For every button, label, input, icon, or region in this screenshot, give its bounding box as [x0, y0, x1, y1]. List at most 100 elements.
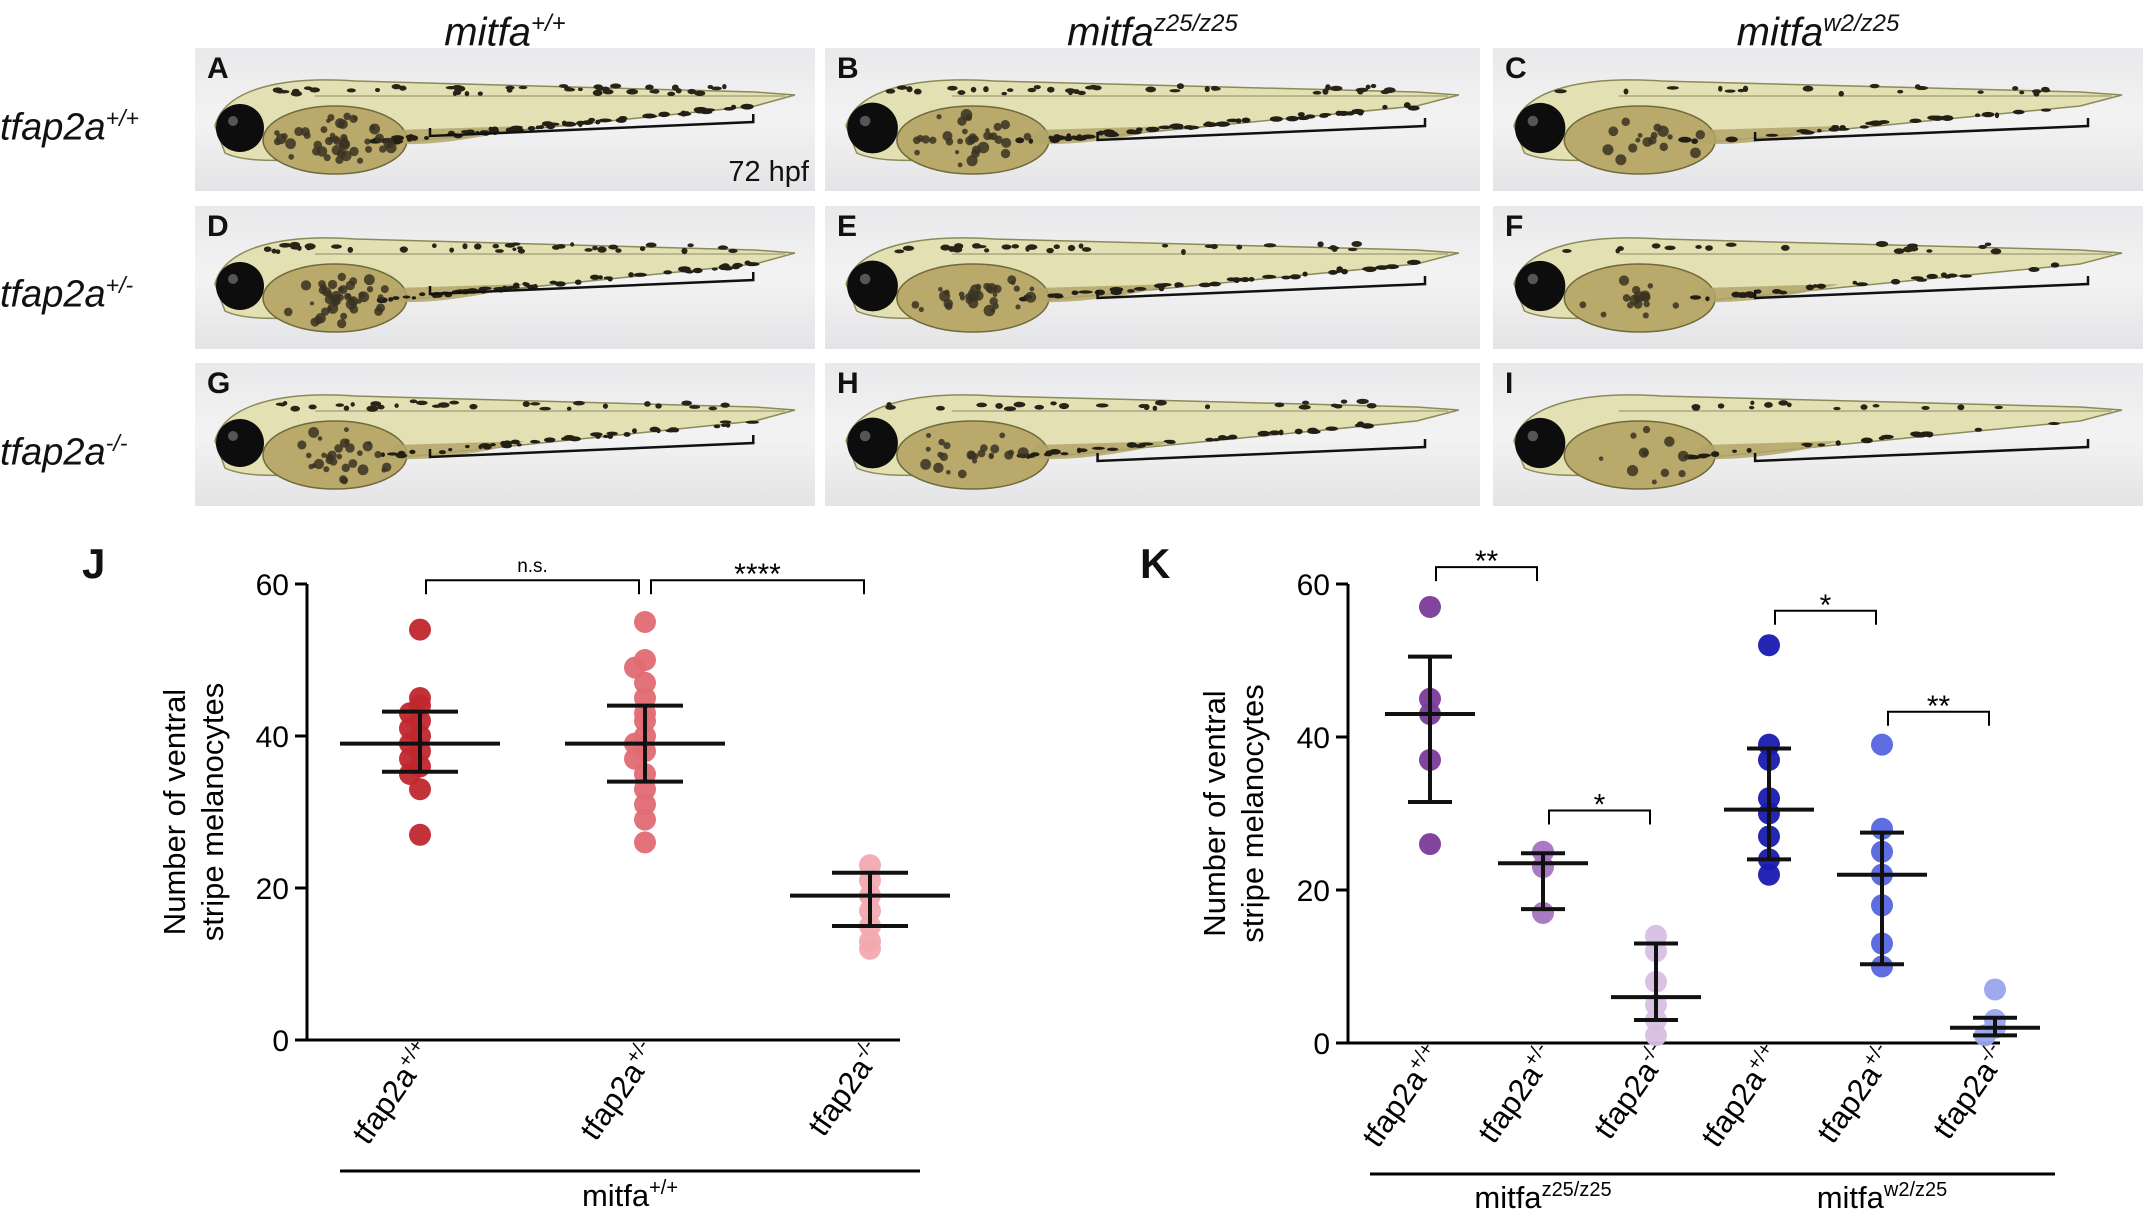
dorsal-melanocyte: [1994, 405, 2003, 410]
yolk-melanocyte: [336, 148, 347, 159]
dorsal-melanocyte: [1317, 241, 1324, 248]
yolk-melanocyte: [946, 470, 951, 475]
dorsal-melanocyte: [1013, 401, 1026, 408]
data-point: [1758, 634, 1780, 657]
ventral-melanocyte: [1817, 443, 1826, 447]
ventral-melanocyte: [1217, 434, 1227, 441]
dorsal-melanocyte: [290, 405, 300, 412]
dorsal-melanocyte: [1078, 243, 1084, 249]
ventral-melanocyte: [1158, 285, 1165, 292]
dorsal-melanocyte: [1204, 244, 1215, 248]
dorsal-melanocyte: [610, 83, 622, 89]
ventral-melanocyte: [1385, 264, 1399, 270]
embryo-panel-i: I: [1493, 363, 2143, 506]
column-header-mitfa-wt: mitfa+/+: [195, 0, 815, 54]
yolk-melanocyte: [343, 427, 349, 433]
dorsal-melanocyte: [1143, 403, 1150, 411]
dorsal-melanocyte: [1978, 244, 1987, 249]
significance-label: *: [1820, 589, 1832, 622]
yolk-melanocyte: [273, 137, 282, 146]
ventral-stripe-bracket: [1753, 118, 2090, 142]
yolk-melanocyte: [1598, 456, 1604, 461]
ventral-melanocyte: [1302, 271, 1308, 277]
dorsal-melanocyte: [655, 403, 662, 409]
yolk-melanocyte: [983, 304, 996, 317]
yolk-melanocyte: [983, 282, 991, 290]
ventral-melanocyte: [1974, 427, 1983, 432]
dorsal-melanocyte: [1181, 248, 1186, 255]
ventral-melanocyte: [419, 292, 426, 297]
ventral-melanocyte: [1959, 274, 1972, 278]
ventral-melanocyte: [633, 272, 647, 277]
ventral-melanocyte: [746, 262, 757, 267]
ventral-melanocyte: [388, 297, 394, 302]
ventral-melanocyte: [1106, 447, 1119, 451]
dorsal-melanocyte: [1908, 246, 1919, 252]
ventral-melanocyte: [1235, 118, 1242, 124]
ventral-melanocyte: [1678, 136, 1692, 143]
dorsal-melanocyte: [1047, 86, 1055, 93]
ventral-melanocyte: [658, 111, 670, 118]
ventral-stripe-bracket: [428, 114, 755, 138]
yolk-melanocyte: [942, 130, 953, 142]
dorsal-melanocyte: [2019, 90, 2025, 95]
yolk-melanocyte: [1013, 285, 1020, 292]
data-point: [634, 611, 656, 633]
eye: [216, 262, 264, 310]
ventral-melanocyte: [1736, 292, 1750, 299]
ventral-melanocyte: [1226, 277, 1236, 282]
yolk-melanocyte: [281, 132, 288, 140]
dorsal-melanocyte: [271, 248, 277, 254]
ventral-melanocyte: [1941, 115, 1954, 121]
dorsal-melanocyte: [1331, 245, 1338, 252]
ventral-stripe-bracket: [428, 435, 755, 459]
yolk-melanocyte: [300, 280, 312, 291]
dorsal-melanocyte: [1705, 245, 1713, 251]
column-header-mitfa-z25: mitfaz25/z25: [825, 0, 1480, 54]
ventral-melanocyte: [1198, 282, 1212, 288]
ventral-melanocyte: [1687, 454, 1701, 460]
significance-label: n.s.: [517, 556, 548, 577]
data-point: [859, 937, 881, 960]
ventral-melanocyte: [692, 267, 703, 274]
ventral-melanocyte: [1269, 116, 1283, 122]
ventral-stripe-bracket: [1753, 439, 2090, 463]
category-label: tfap2a+/+: [1354, 1038, 1450, 1153]
ventral-melanocyte: [423, 136, 429, 140]
dorsal-melanocyte: [1615, 248, 1621, 254]
yolk-melanocyte: [321, 452, 327, 458]
data-point: [409, 778, 431, 801]
group-label-sup: w2/z25: [1883, 1179, 1947, 1201]
yolk-melanocyte: [957, 162, 963, 168]
yolk-melanocyte: [364, 138, 371, 145]
eye-highlight: [1527, 115, 1539, 127]
ventral-melanocyte: [713, 424, 721, 429]
eye-highlight: [228, 431, 238, 441]
dorsal-melanocyte: [1370, 83, 1377, 89]
y-tick-label: 0: [1313, 1028, 1330, 1061]
dorsal-melanocyte: [970, 86, 977, 93]
ventral-melanocyte: [1801, 442, 1813, 447]
yolk-melanocyte: [323, 154, 331, 162]
yolk-melanocyte: [965, 293, 972, 300]
data-point: [1645, 1024, 1667, 1047]
dorsal-melanocyte: [279, 243, 291, 248]
ventral-melanocyte: [1407, 105, 1420, 111]
dorsal-melanocyte: [1095, 403, 1109, 408]
dorsal-melanocyte: [1921, 405, 1930, 410]
ventral-melanocyte: [1772, 289, 1782, 294]
yolk-melanocyte: [969, 294, 976, 301]
yolk-melanocyte: [341, 463, 350, 473]
ventral-melanocyte: [448, 447, 453, 452]
yolk-melanocyte: [1660, 468, 1670, 478]
dorsal-melanocyte: [728, 248, 738, 254]
dorsal-melanocyte: [1872, 404, 1880, 408]
yolk-melanocyte: [962, 128, 968, 135]
ventral-melanocyte: [2012, 109, 2025, 115]
dorsal-melanocyte: [1562, 249, 1572, 253]
dorsal-melanocyte: [1092, 85, 1102, 91]
data-point: [634, 687, 656, 709]
dorsal-melanocyte: [597, 246, 607, 253]
ventral-melanocyte: [1158, 125, 1173, 130]
dorsal-melanocyte: [263, 246, 272, 252]
